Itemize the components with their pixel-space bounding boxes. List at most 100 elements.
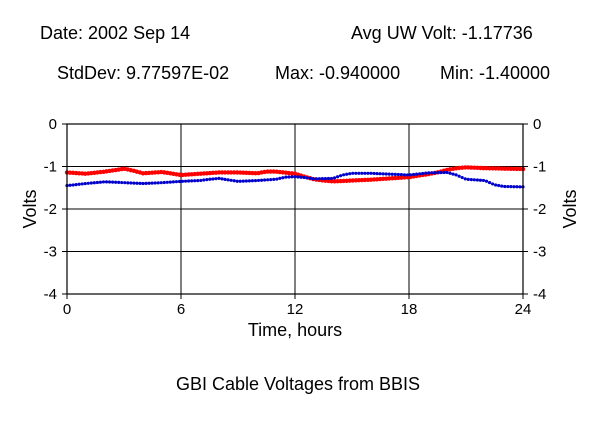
data-point [265, 169, 270, 174]
data-point [272, 177, 276, 182]
data-point [107, 180, 112, 184]
data-point [339, 174, 343, 178]
data-point [287, 175, 291, 179]
y-tick-label-right: 0 [533, 116, 541, 133]
x-tick-label: 6 [177, 301, 185, 318]
data-point [80, 182, 84, 186]
data-point [375, 171, 379, 176]
data-point [83, 181, 87, 186]
data-point [86, 181, 90, 185]
data-point [342, 173, 346, 177]
data-point [457, 174, 461, 178]
x-tick-label: 12 [287, 301, 304, 318]
data-point [199, 178, 203, 183]
data-point [228, 170, 234, 175]
data-point [135, 181, 139, 185]
y-tick-label-left: -2 [44, 201, 57, 218]
data-point [424, 171, 428, 175]
data-point [193, 179, 197, 183]
data-point [402, 173, 407, 177]
data-point [208, 177, 212, 181]
data-point [177, 179, 182, 184]
data-point [159, 181, 163, 185]
data-point [247, 179, 251, 183]
data-point [278, 176, 282, 180]
data-point [226, 178, 230, 182]
chart-caption: GBI Cable Voltages from BBIS [175, 374, 421, 394]
data-point [296, 175, 300, 179]
data-point [430, 171, 434, 175]
data-point [421, 171, 425, 176]
data-point [263, 178, 267, 182]
data-point [369, 171, 373, 175]
data-point [512, 185, 516, 189]
data-point [405, 173, 410, 177]
data-point [238, 179, 242, 183]
data-point [509, 185, 513, 189]
data-series [64, 165, 526, 189]
data-point [363, 171, 367, 175]
data-point [165, 180, 169, 184]
data-point [171, 180, 175, 184]
data-point [111, 180, 115, 184]
data-point [190, 179, 194, 183]
data-point [269, 178, 273, 182]
y-axis-label-right: Volts [560, 189, 580, 228]
data-point [229, 178, 233, 182]
data-point [411, 172, 416, 177]
data-point [323, 176, 327, 181]
data-point [220, 177, 224, 181]
data-point [71, 183, 75, 187]
data-point [472, 178, 476, 182]
grid-lines [66, 123, 524, 295]
data-point [381, 172, 385, 176]
data-point [68, 183, 72, 187]
data-point [366, 171, 370, 175]
data-point [317, 177, 321, 181]
data-point [408, 173, 413, 177]
data-point [460, 175, 464, 180]
y-tick-label-right: -3 [533, 244, 546, 261]
data-point [335, 175, 340, 179]
data-point [329, 176, 334, 181]
data-point [463, 177, 467, 181]
series-blue [65, 170, 525, 189]
data-point [299, 175, 303, 179]
data-point [354, 171, 358, 175]
data-point [433, 171, 437, 175]
data-point [225, 170, 231, 175]
data-point [305, 176, 309, 180]
data-point [275, 177, 279, 181]
data-point [268, 169, 273, 174]
data-point [284, 175, 288, 179]
data-point [396, 172, 400, 177]
data-point [314, 177, 318, 181]
data-point [129, 181, 133, 185]
data-point [162, 180, 166, 185]
data-point [445, 170, 449, 175]
data-point [150, 181, 154, 185]
data-point [442, 170, 446, 175]
data-point [219, 170, 225, 175]
data-point [469, 178, 473, 182]
data-point [104, 180, 109, 184]
data-point [126, 181, 130, 185]
data-point [475, 178, 479, 182]
data-point [500, 184, 504, 188]
data-point [180, 179, 185, 183]
data-point [387, 172, 391, 176]
data-point [518, 185, 522, 189]
data-point [222, 170, 228, 175]
data-point [466, 177, 470, 182]
data-point [232, 170, 237, 175]
data-point [232, 179, 236, 183]
data-point [244, 179, 248, 183]
data-point [168, 180, 172, 184]
data-point [320, 177, 324, 181]
data-point [202, 178, 206, 182]
data-point [478, 178, 483, 182]
data-point [332, 176, 337, 180]
data-point [235, 179, 239, 183]
data-point [418, 172, 422, 176]
